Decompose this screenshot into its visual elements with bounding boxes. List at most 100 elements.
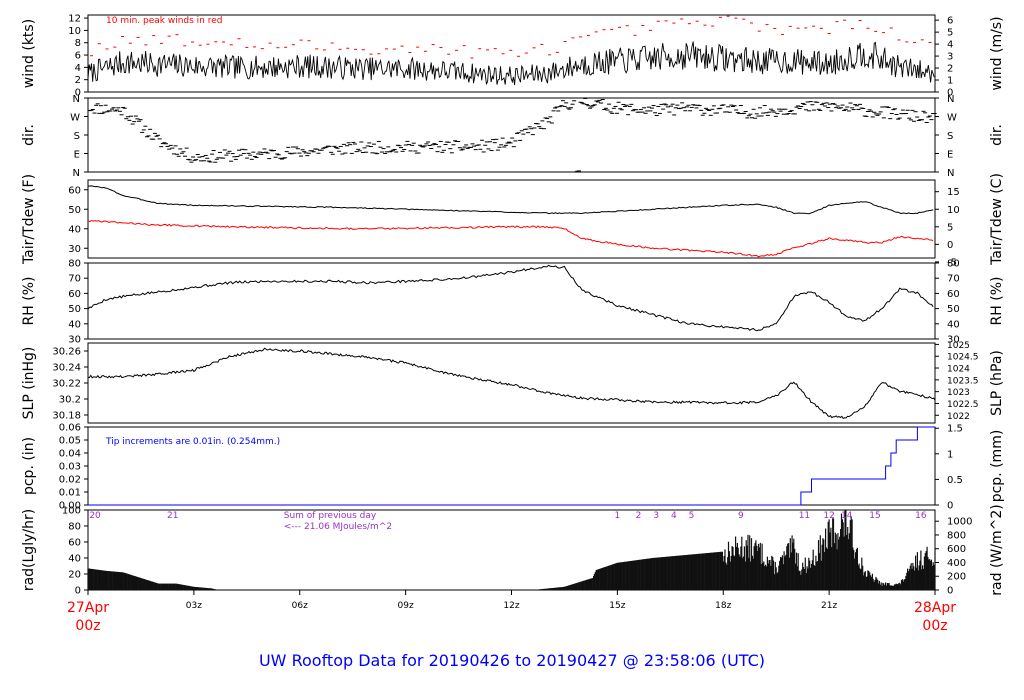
rad-left-tick-label: 100: [62, 506, 81, 517]
rh-right-label: RH (%): [989, 277, 1005, 326]
wind-left-tick-label: 2: [75, 75, 81, 86]
wind-left-tick-label: 10: [68, 26, 81, 37]
dir-left-tick-label: S: [74, 131, 80, 142]
rh-left-tick-label: 60: [68, 289, 81, 300]
pcp-right-tick-label: 0: [947, 501, 953, 512]
temp-left-tick-label: 50: [68, 205, 81, 216]
wind-speed-line: [87, 41, 935, 86]
rad-right-tick-label: 0: [947, 586, 953, 597]
pcp-right-tick-label: 1.5: [947, 424, 963, 435]
wind-note: 10 min. peak winds in red: [106, 16, 223, 26]
rad-sum-note: Sum of previous day: [284, 511, 377, 521]
rad-hour-mark: 4: [671, 511, 677, 521]
rad-bars: [87, 510, 936, 590]
pcp-note: Tip increments are 0.01in. (0.254mm.): [105, 437, 280, 447]
slp-left-tick-label: 30.22: [52, 379, 81, 390]
wind-left-label: wind (kts): [21, 19, 37, 88]
time-tick-label: 06z: [292, 601, 308, 611]
pcp-left-tick-label: 0.02: [59, 475, 81, 486]
rad-hour-mark: 11: [799, 511, 810, 521]
rad-right-tick-label: 400: [947, 558, 966, 569]
dir-right-label: dir.: [989, 124, 1005, 146]
dir-left-tick-label: N: [73, 94, 80, 105]
time-tick-label: 09z: [398, 601, 414, 611]
rad-hour-mark: 5: [689, 511, 695, 521]
rad-left-tick-label: 40: [68, 554, 81, 565]
start-date-label: 27Apr: [67, 600, 109, 616]
slp-right-tick-label: 1022: [947, 412, 970, 422]
rh-left-label: RH (%): [21, 277, 37, 326]
rad-hour-mark: 15: [869, 511, 880, 521]
dir-left-tick-label: W: [70, 113, 80, 124]
wind-right-tick-label: 1: [947, 76, 953, 87]
dir-marks: [87, 97, 937, 173]
rad-hour-mark: 16: [915, 511, 927, 521]
slp-left-tick-label: 30.24: [52, 363, 81, 374]
rh-left-tick-label: 30: [68, 335, 81, 346]
rad-right-tick-label: 800: [947, 530, 966, 541]
rh-frame: [87, 262, 936, 340]
wind-gust-marks: [90, 15, 932, 59]
pcp-line: [88, 426, 935, 506]
rad-right-tick-label: 200: [947, 572, 966, 583]
temp-left-tick-label: 30: [68, 244, 81, 255]
dir-right-tick-label: E: [947, 150, 953, 161]
temp-frame: [87, 179, 936, 259]
wind-right-tick-label: 5: [947, 28, 953, 39]
temp-right-label: Tair/Tdew (C): [989, 173, 1005, 266]
pcp-right-tick-label: 0.5: [947, 475, 963, 486]
dir-left-label: dir.: [21, 124, 37, 146]
temp-air-line: [87, 185, 934, 215]
temp-left-label: Tair/Tdew (F): [21, 174, 37, 265]
dir-right-tick-label: N: [947, 168, 954, 179]
rh-left-tick-label: 80: [68, 259, 81, 270]
temp-left-tick-label: 60: [68, 185, 81, 196]
slp-right-tick-label: 1024.5: [947, 353, 979, 363]
rad-hour-mark: 3: [653, 511, 659, 521]
time-tick-label: 12z: [503, 601, 519, 611]
rh-left-tick-label: 50: [68, 304, 81, 315]
wind-left-tick-label: 6: [75, 51, 81, 62]
rh-right-tick-label: 60: [947, 289, 960, 300]
slp-left-label: SLP (inHg): [21, 347, 37, 420]
rad-left-tick-label: 20: [68, 570, 81, 581]
time-tick-label: 18z: [715, 601, 731, 611]
dir-frame: [87, 97, 936, 173]
slp-left-tick-label: 30.18: [52, 411, 81, 422]
rad-hour-mark: 14: [841, 511, 853, 521]
slp-right-tick-label: 1023.5: [947, 376, 979, 386]
slp-right-tick-label: 1024: [947, 365, 970, 375]
wind-left-tick-label: 0: [75, 88, 81, 99]
wind-right-tick-label: 3: [947, 52, 953, 63]
temp-dew-line: [87, 219, 934, 258]
rad-sum-value: <--- 21.06 MJoules/m^2: [284, 522, 392, 532]
rad-left-tick-label: 0: [75, 586, 81, 597]
rad-hour-mark: 12: [823, 511, 834, 521]
slp-right-tick-label: 1025: [947, 341, 970, 351]
wind-right-label: wind (m/s): [989, 16, 1005, 90]
pcp-left-tick-label: 0.04: [59, 449, 81, 460]
pcp-left-tick-label: 0.01: [59, 488, 81, 499]
temp-right-tick-label: 0: [947, 240, 953, 251]
rad-hour-mark: 2: [636, 511, 642, 521]
pcp-left-label: pcp. (in): [21, 437, 37, 495]
rad-right-tick-label: 600: [947, 544, 966, 555]
end-date-label: 28Apr: [914, 600, 956, 616]
pcp-left-tick-label: 0.03: [59, 462, 81, 473]
slp-right-tick-label: 1023: [947, 388, 970, 398]
time-tick-label: 21z: [821, 601, 837, 611]
temp-right-tick-label: 5: [947, 222, 953, 233]
rad-day-mark: 21: [167, 511, 178, 521]
slp-frame: [87, 342, 936, 424]
slp-line: [87, 347, 936, 420]
wind-right-tick-label: 0: [947, 88, 953, 99]
rh-left-tick-label: 40: [68, 319, 81, 330]
rad-left-tick-label: 60: [68, 538, 81, 549]
wind-left-tick-label: 12: [68, 14, 81, 25]
rh-right-tick-label: 70: [947, 274, 960, 285]
slp-left-tick-label: 30.2: [59, 395, 81, 406]
rad-hour-mark: 9: [738, 511, 744, 521]
dir-right-tick-label: W: [947, 113, 957, 124]
rad-day-mark: 20: [89, 511, 101, 521]
